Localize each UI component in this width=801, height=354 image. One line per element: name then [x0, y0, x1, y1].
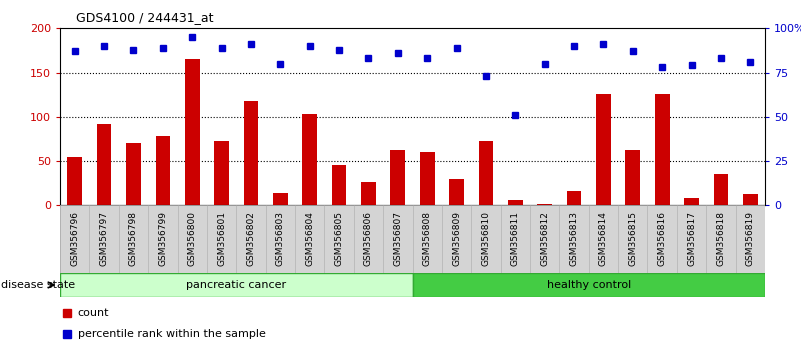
Text: percentile rank within the sample: percentile rank within the sample — [78, 329, 266, 339]
Text: disease state: disease state — [1, 280, 75, 290]
Bar — [420, 152, 434, 205]
Bar — [155, 136, 170, 205]
Text: GSM356808: GSM356808 — [423, 211, 432, 266]
Bar — [60, 273, 413, 297]
Text: GSM356813: GSM356813 — [570, 211, 578, 266]
Bar — [214, 141, 229, 205]
Text: GSM356799: GSM356799 — [159, 211, 167, 266]
Bar — [97, 124, 111, 205]
Text: GSM356798: GSM356798 — [129, 211, 138, 266]
Bar — [478, 141, 493, 205]
Text: GSM356807: GSM356807 — [393, 211, 402, 266]
Bar — [361, 182, 376, 205]
Bar — [413, 273, 765, 297]
Text: GSM356800: GSM356800 — [187, 211, 197, 266]
Text: GSM356805: GSM356805 — [335, 211, 344, 266]
Text: GSM356797: GSM356797 — [99, 211, 109, 266]
Bar — [67, 156, 82, 205]
Bar — [390, 150, 405, 205]
Bar — [654, 94, 670, 205]
Bar — [185, 59, 199, 205]
Text: GSM356817: GSM356817 — [687, 211, 696, 266]
Bar — [714, 175, 728, 205]
Text: pancreatic cancer: pancreatic cancer — [186, 280, 286, 290]
Bar — [244, 101, 258, 205]
Text: GSM356810: GSM356810 — [481, 211, 490, 266]
Bar — [743, 194, 758, 205]
Text: count: count — [78, 308, 109, 318]
Text: GSM356809: GSM356809 — [452, 211, 461, 266]
Bar — [273, 193, 288, 205]
Text: GSM356819: GSM356819 — [746, 211, 755, 266]
Text: GSM356811: GSM356811 — [511, 211, 520, 266]
Text: GSM356801: GSM356801 — [217, 211, 226, 266]
Text: GSM356803: GSM356803 — [276, 211, 285, 266]
Text: GSM356796: GSM356796 — [70, 211, 79, 266]
Text: GDS4100 / 244431_at: GDS4100 / 244431_at — [76, 11, 214, 24]
Bar — [566, 191, 582, 205]
Bar — [684, 198, 698, 205]
Text: healthy control: healthy control — [546, 280, 631, 290]
Bar — [302, 114, 317, 205]
Text: GSM356815: GSM356815 — [628, 211, 638, 266]
Text: GSM356802: GSM356802 — [247, 211, 256, 266]
Bar — [596, 94, 610, 205]
Text: GSM356816: GSM356816 — [658, 211, 666, 266]
Bar — [626, 149, 640, 205]
Bar — [332, 166, 346, 205]
Text: GSM356818: GSM356818 — [716, 211, 726, 266]
Text: GSM356806: GSM356806 — [364, 211, 373, 266]
Bar — [449, 179, 464, 205]
Text: GSM356804: GSM356804 — [305, 211, 314, 266]
Text: GSM356812: GSM356812 — [540, 211, 549, 266]
Text: GSM356814: GSM356814 — [599, 211, 608, 266]
Bar — [508, 200, 522, 205]
Bar — [126, 143, 141, 205]
